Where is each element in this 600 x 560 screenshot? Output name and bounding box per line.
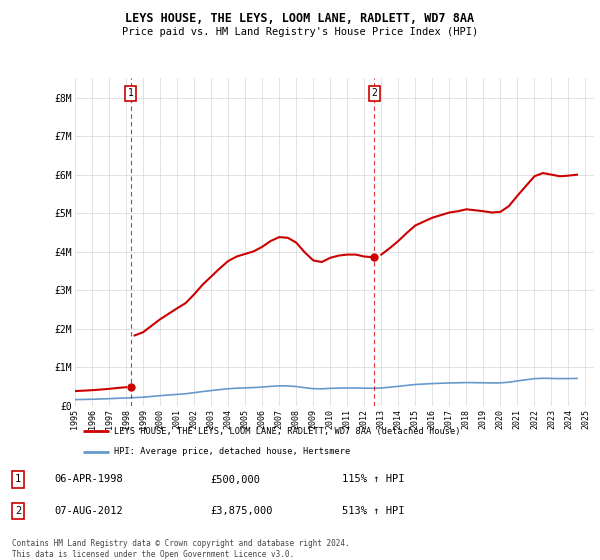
Text: 1: 1 (128, 88, 134, 98)
Text: 513% ↑ HPI: 513% ↑ HPI (342, 506, 404, 516)
Text: 2: 2 (15, 506, 21, 516)
Text: 115% ↑ HPI: 115% ↑ HPI (342, 474, 404, 484)
Text: HPI: Average price, detached house, Hertsmere: HPI: Average price, detached house, Hert… (114, 447, 350, 456)
Text: £500,000: £500,000 (210, 474, 260, 484)
Text: 1: 1 (15, 474, 21, 484)
Text: LEYS HOUSE, THE LEYS, LOOM LANE, RADLETT, WD7 8AA (detached house): LEYS HOUSE, THE LEYS, LOOM LANE, RADLETT… (114, 427, 460, 436)
Text: £3,875,000: £3,875,000 (210, 506, 272, 516)
Text: 2: 2 (371, 88, 377, 98)
Text: 07-AUG-2012: 07-AUG-2012 (54, 506, 123, 516)
Text: Price paid vs. HM Land Registry's House Price Index (HPI): Price paid vs. HM Land Registry's House … (122, 27, 478, 37)
Text: LEYS HOUSE, THE LEYS, LOOM LANE, RADLETT, WD7 8AA: LEYS HOUSE, THE LEYS, LOOM LANE, RADLETT… (125, 12, 475, 25)
Text: 06-APR-1998: 06-APR-1998 (54, 474, 123, 484)
Text: Contains HM Land Registry data © Crown copyright and database right 2024.
This d: Contains HM Land Registry data © Crown c… (12, 539, 350, 559)
